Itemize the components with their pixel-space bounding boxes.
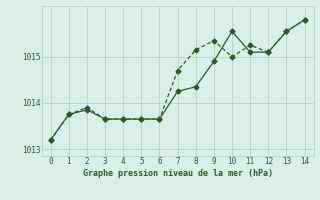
X-axis label: Graphe pression niveau de la mer (hPa): Graphe pression niveau de la mer (hPa) xyxy=(83,169,273,178)
